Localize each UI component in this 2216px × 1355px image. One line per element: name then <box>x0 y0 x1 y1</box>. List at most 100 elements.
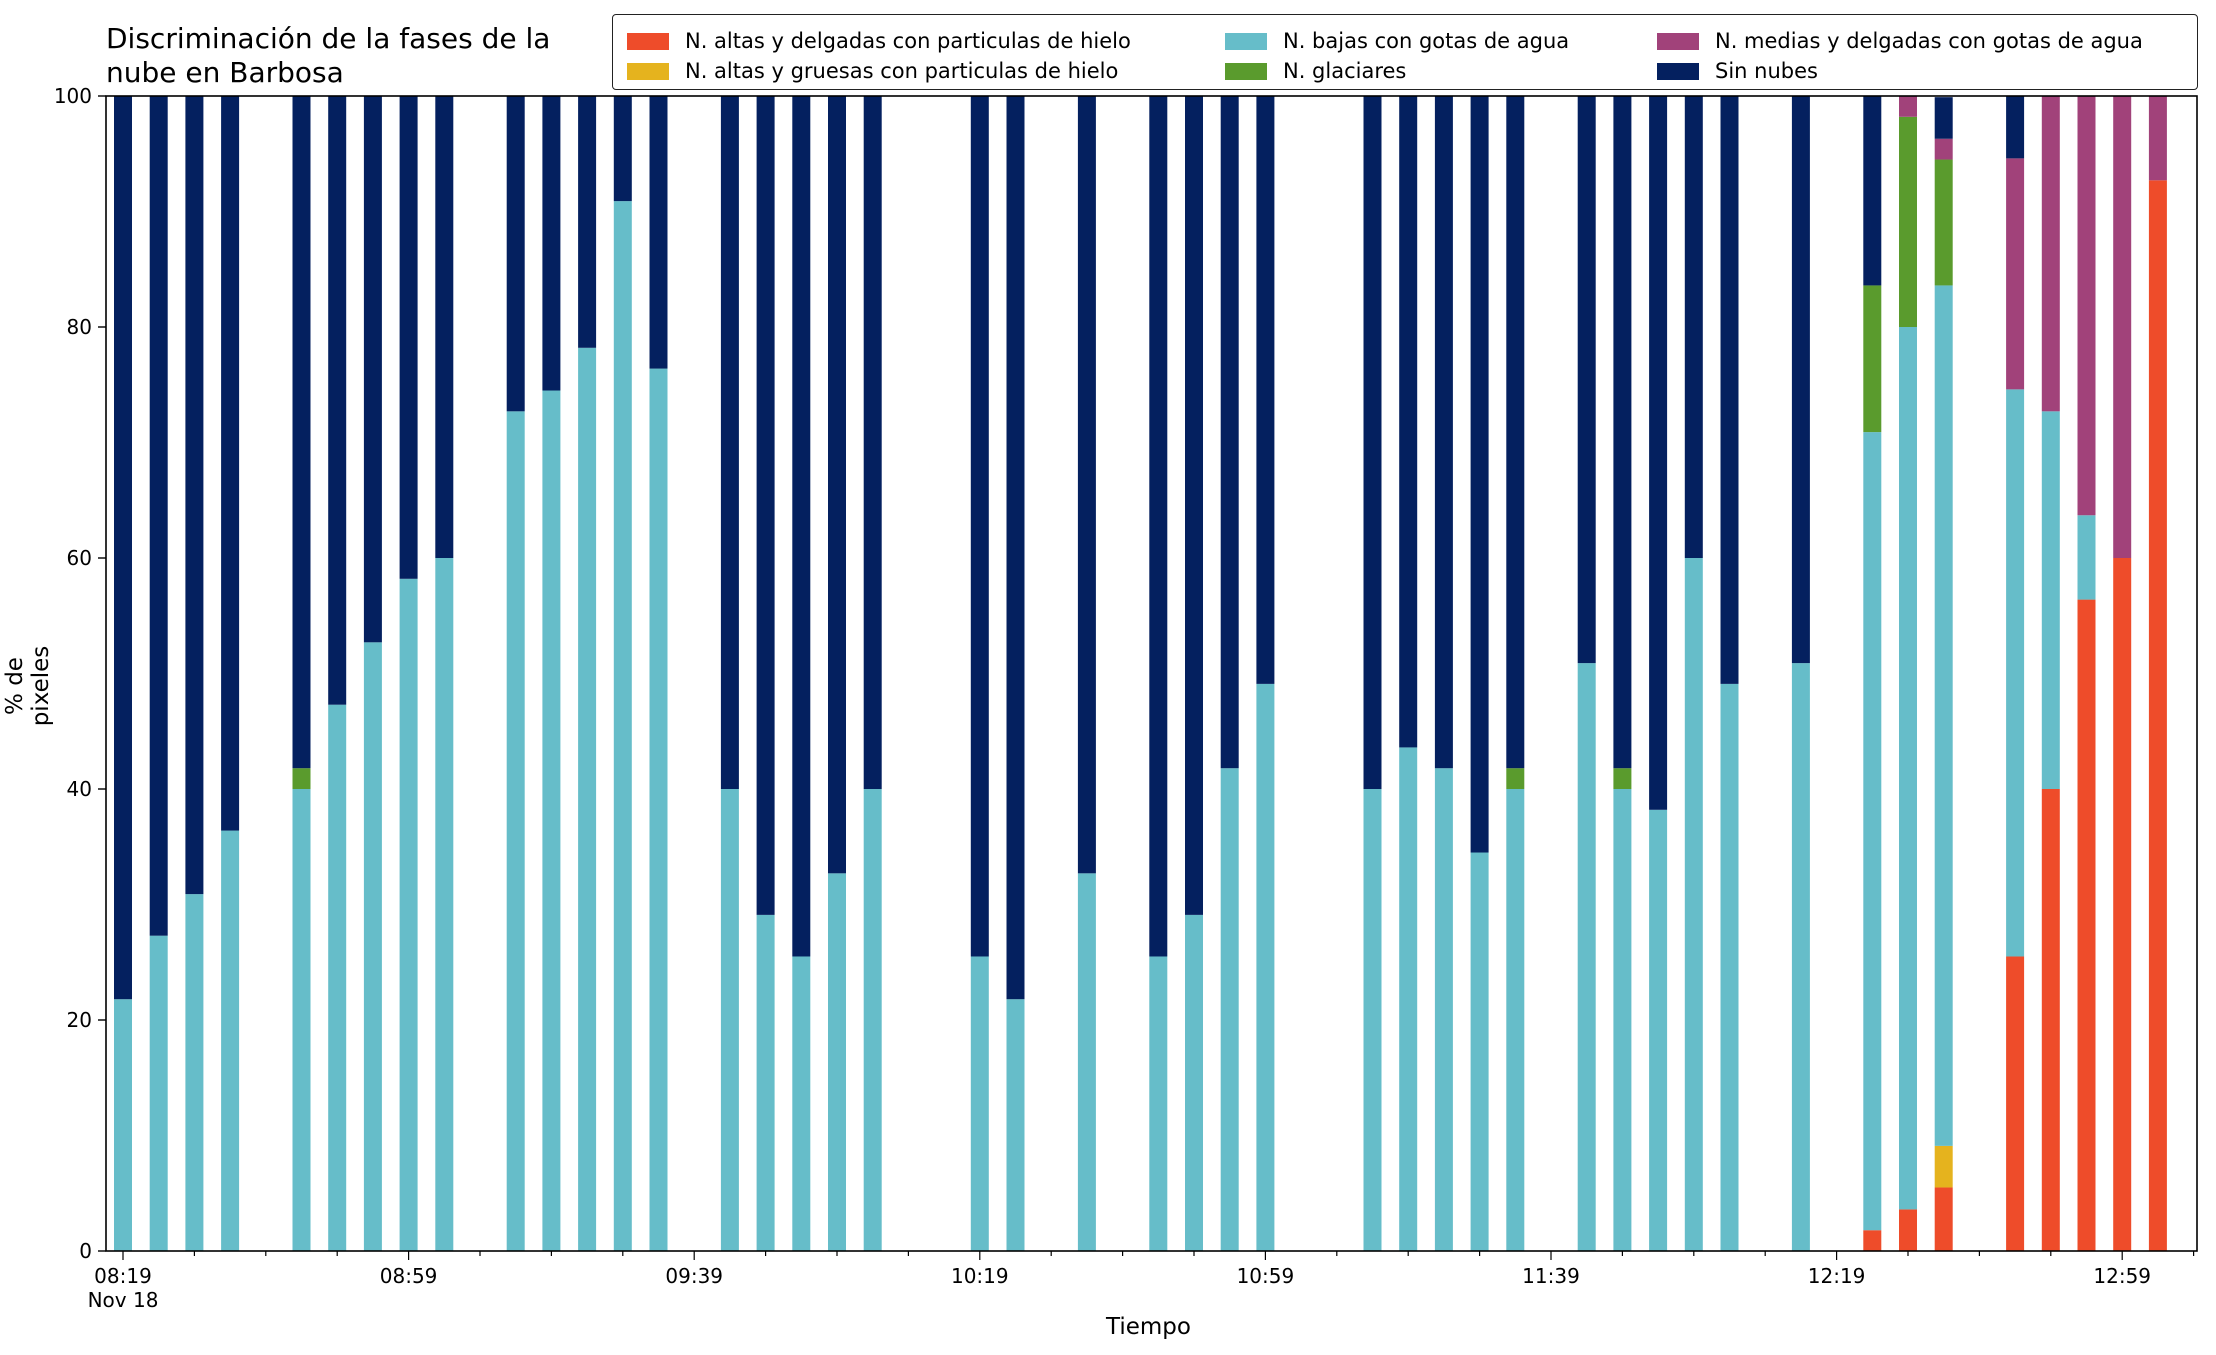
chart-title: Discriminación de la fases de la nube en… <box>106 22 551 89</box>
bar-segment <box>1934 1145 1953 1188</box>
bar-segment <box>542 96 561 391</box>
bar-segment <box>649 368 668 1252</box>
bar-segment <box>720 789 739 1251</box>
bar-segment <box>756 914 775 1251</box>
legend-item: N. glaciares <box>1225 59 1406 83</box>
bar-segment <box>1934 159 1953 286</box>
bar-segment <box>1720 683 1739 1251</box>
bar-segment <box>1006 999 1025 1251</box>
bar-segment <box>1863 432 1882 1231</box>
bar-segment <box>1720 96 1739 684</box>
bar-segment <box>1791 663 1810 1251</box>
bar-segment <box>1934 97 1953 139</box>
bar-segment <box>1899 116 1917 327</box>
bar-segment <box>363 96 382 643</box>
bar-segment <box>792 96 811 957</box>
bar-segment <box>1506 789 1525 1251</box>
legend-swatch <box>1225 62 1267 80</box>
bar-segment <box>435 558 454 1251</box>
bar-segment <box>2041 411 2060 789</box>
x-tick-label: 12:59 <box>2093 1264 2151 1288</box>
bar-segment <box>2148 96 2167 181</box>
bar-segment <box>292 96 311 769</box>
bar-segment <box>613 201 632 1252</box>
bar-segment <box>863 96 882 789</box>
bar-segment <box>2077 96 2096 516</box>
x-tick-label: 12:19 <box>1808 1264 1866 1288</box>
bar-segment <box>399 578 418 1251</box>
bar-segment <box>2148 180 2167 1251</box>
bar-segment <box>1863 1230 1882 1251</box>
bar-segment <box>1149 96 1168 957</box>
bar-segment <box>1185 914 1203 1251</box>
bar-segment <box>2041 96 2060 412</box>
bar-segment <box>863 789 882 1251</box>
bar-segment <box>506 411 525 1251</box>
bar-segment <box>1006 96 1025 1000</box>
bar-segment <box>613 96 632 202</box>
legend-swatch <box>1657 32 1699 50</box>
bar-segment <box>1220 768 1239 1251</box>
bar-segment <box>828 96 846 874</box>
bar-segment <box>221 96 240 831</box>
bar-segment <box>506 96 525 412</box>
legend-label: N. glaciares <box>1283 59 1407 83</box>
bar-segment <box>363 642 382 1251</box>
legend-swatch <box>1657 62 1699 80</box>
bar-segment <box>542 390 561 1251</box>
bar-segment <box>1506 96 1525 769</box>
bar-segment <box>1934 1187 1953 1251</box>
bar-segment <box>1399 747 1418 1251</box>
legend-label: N. altas y gruesas con particulas de hie… <box>685 59 1119 83</box>
bar-segment <box>2006 96 2025 159</box>
y-tick-label: 20 <box>67 1008 92 1032</box>
x-tick-label: 10:59 <box>1237 1264 1295 1288</box>
legend-item: Sin nubes <box>1657 59 1818 83</box>
bar-segment <box>114 999 132 1251</box>
legend-item: N. medias y delgadas con gotas de agua <box>1657 29 2143 53</box>
bar-segment <box>1613 768 1632 789</box>
bar-segment <box>649 96 668 369</box>
bar-segment <box>1684 558 1703 1251</box>
bar-segment <box>720 96 739 789</box>
bar-segment <box>399 96 418 579</box>
bar-segment <box>1220 96 1239 769</box>
bar-segment <box>1934 285 1953 1146</box>
bar-segment <box>1506 768 1525 789</box>
bar-segment <box>1185 96 1203 915</box>
x-tick-label: 11:39 <box>1522 1264 1580 1288</box>
bar-segment <box>1649 96 1668 810</box>
bar-segment <box>970 96 989 957</box>
bar-segment <box>1077 96 1096 874</box>
bar-segment <box>578 96 597 348</box>
bar-segment <box>1256 96 1275 684</box>
bar-segment <box>149 96 168 936</box>
bar-segment <box>328 96 347 705</box>
y-tick-label: 100 <box>54 84 92 108</box>
bar-segment <box>2113 96 2132 558</box>
bar-segment <box>1613 96 1632 769</box>
bar-segment <box>1899 1209 1917 1251</box>
bar-segment <box>1613 789 1632 1251</box>
bar-segment <box>1077 873 1096 1251</box>
bar-segment <box>1149 956 1168 1251</box>
bar-segment <box>2077 515 2096 600</box>
bar-segment <box>1470 96 1489 853</box>
plot-frame <box>105 95 2198 1252</box>
legend-label: Sin nubes <box>1715 59 1818 83</box>
legend-label: N. altas y delgadas con particulas de hi… <box>685 29 1131 53</box>
bar-segment <box>1684 96 1703 558</box>
bar-segment <box>1470 852 1489 1251</box>
legend-swatch <box>627 32 669 50</box>
bar-segment <box>1577 96 1596 664</box>
bar-segment <box>2077 599 2096 1251</box>
legend: N. altas y delgadas con particulas de hi… <box>612 14 2198 90</box>
legend-item: N. bajas con gotas de agua <box>1225 29 1569 53</box>
bar-segment <box>970 956 989 1251</box>
bar-segment <box>1649 809 1668 1251</box>
bar-segment <box>1863 96 1882 286</box>
y-tick-label: 40 <box>67 777 92 801</box>
bar-segment <box>1363 789 1382 1251</box>
bar-segment <box>1363 96 1382 789</box>
